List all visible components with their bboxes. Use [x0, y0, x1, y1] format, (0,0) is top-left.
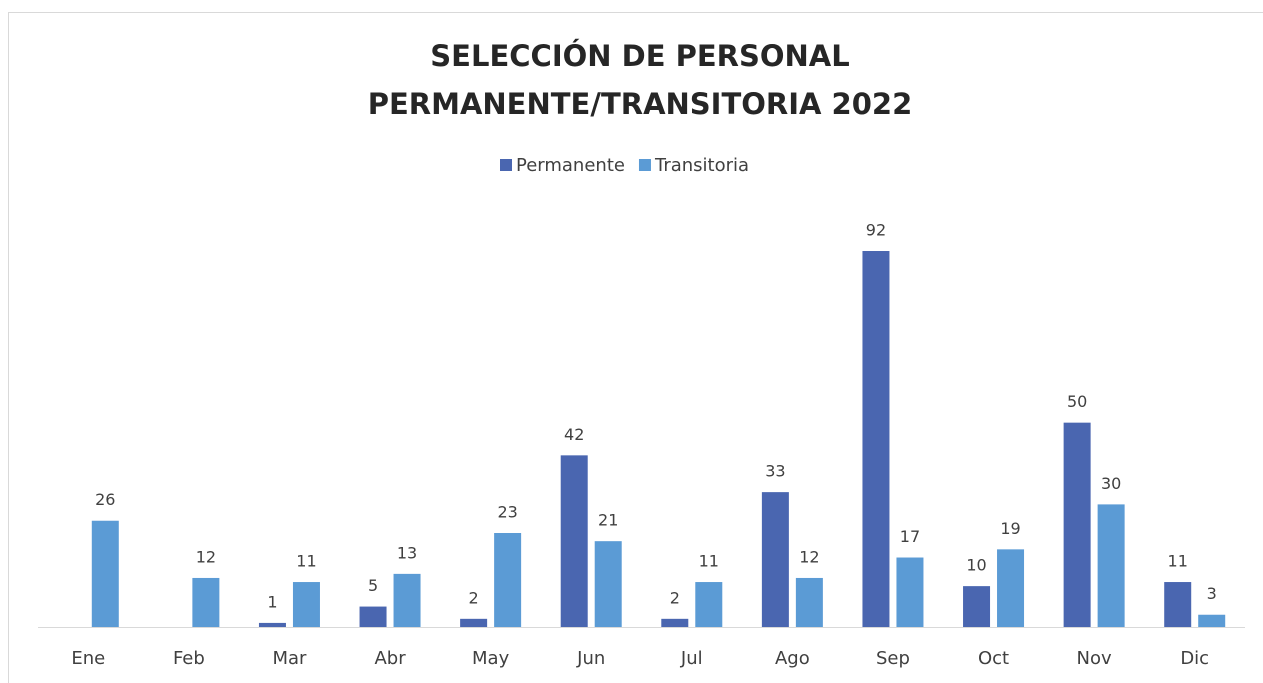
x-tick-label: Jun [576, 648, 605, 669]
x-tick-label: Mar [272, 648, 307, 669]
bar [762, 492, 789, 627]
legend-label: Transitoria [654, 155, 749, 176]
data-label: 42 [564, 425, 584, 444]
bar [963, 586, 990, 627]
legend-swatch [500, 159, 512, 171]
data-label: 5 [368, 576, 378, 595]
legend-swatch [639, 159, 651, 171]
x-tick-label: May [472, 648, 510, 669]
bar [360, 607, 387, 627]
x-tick-label: Feb [173, 648, 205, 669]
x-tick-label: Oct [978, 648, 1009, 669]
x-tick-label: Jul [680, 648, 703, 669]
x-tick-label: Ene [71, 648, 105, 669]
data-label: 1 [267, 592, 277, 611]
x-tick-label: Nov [1077, 648, 1112, 669]
x-tick-label: Dic [1180, 648, 1209, 669]
data-label: 19 [1000, 519, 1020, 538]
data-label: 12 [196, 547, 216, 566]
bar [862, 251, 889, 627]
bar [394, 574, 421, 627]
data-label: 30 [1101, 474, 1121, 493]
bar [1098, 504, 1125, 627]
data-label: 11 [296, 552, 316, 571]
chart-title: PERMANENTE/TRANSITORIA 2022 [368, 87, 913, 121]
bar [595, 541, 622, 627]
data-label: 11 [1168, 552, 1188, 571]
data-label: 21 [598, 511, 618, 530]
bar [997, 549, 1024, 627]
bar [1064, 423, 1091, 627]
data-label: 26 [95, 490, 115, 509]
bar [293, 582, 320, 627]
data-label: 33 [765, 462, 785, 481]
data-label: 12 [799, 547, 819, 566]
data-label: 23 [497, 503, 517, 522]
x-tick-label: Abr [374, 648, 406, 669]
bar [460, 619, 487, 627]
bar [1164, 582, 1191, 627]
data-label: 50 [1067, 392, 1087, 411]
data-label: 11 [699, 552, 719, 571]
bar [796, 578, 823, 627]
data-label: 13 [397, 543, 417, 562]
legend-label: Permanente [516, 155, 625, 176]
bar [896, 558, 923, 627]
bar [192, 578, 219, 627]
x-tick-label: Ago [775, 648, 810, 669]
data-label: 3 [1207, 584, 1217, 603]
bar [1198, 615, 1225, 627]
bar [259, 623, 286, 627]
bar [695, 582, 722, 627]
bar [494, 533, 521, 627]
chart-title: SELECCIÓN DE PERSONAL [430, 39, 849, 73]
bar [92, 521, 119, 627]
bar [561, 455, 588, 627]
x-tick-label: Sep [876, 648, 910, 669]
data-label: 92 [866, 221, 886, 240]
data-label: 2 [469, 588, 479, 607]
data-label: 2 [670, 588, 680, 607]
bar [661, 619, 688, 627]
chart: SELECCIÓN DE PERSONAL PERMANENTE/TRANSITO… [0, 0, 1263, 683]
data-label: 10 [966, 556, 986, 575]
data-label: 17 [900, 527, 920, 546]
